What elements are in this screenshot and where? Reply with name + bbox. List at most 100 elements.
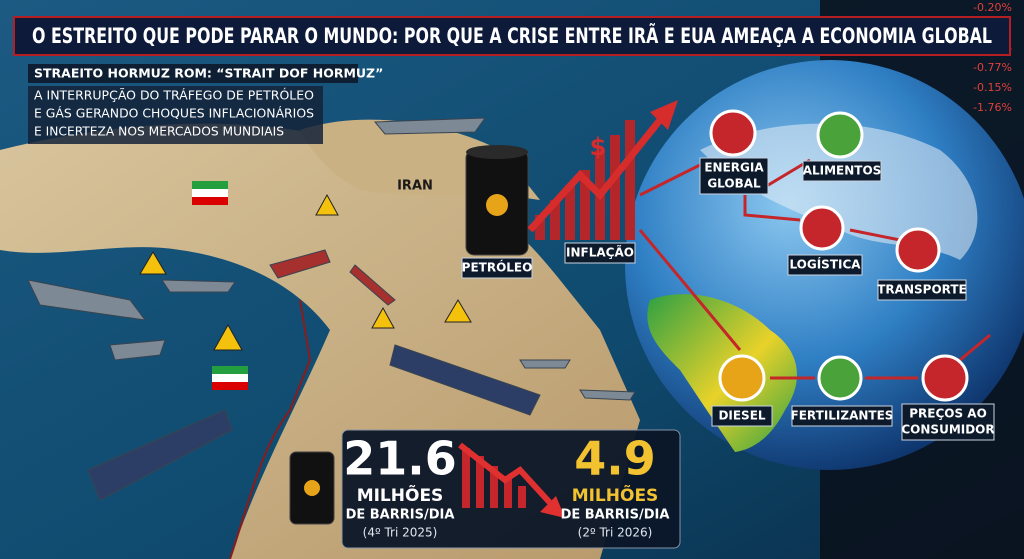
stat-unit: MILHÕES — [572, 483, 659, 506]
subtitle-box — [28, 64, 358, 83]
node-icons — [709, 109, 969, 402]
ship — [579, 389, 636, 401]
oil-drop — [304, 480, 320, 496]
label-box — [699, 157, 769, 195]
warning-icon — [371, 306, 395, 329]
arrow-head — [650, 100, 678, 130]
bar — [625, 120, 635, 240]
warnings — [139, 193, 472, 351]
bar — [462, 448, 470, 508]
warning-icon — [315, 193, 339, 216]
bar — [535, 215, 545, 240]
node-label: ALIMENTOS — [803, 164, 882, 178]
ticker-value: -1.76% — [973, 101, 1012, 114]
stat-subunit: DE BARRIS/DIA — [346, 508, 455, 523]
node-icon — [895, 227, 941, 273]
decline-arrow — [458, 442, 555, 508]
warning-icon — [139, 251, 167, 275]
ticker-value: -0.15% — [973, 81, 1012, 94]
bar — [504, 476, 512, 508]
stat-value: 4.9 — [574, 432, 656, 486]
node-icon — [718, 354, 766, 402]
cargo-ship — [389, 344, 541, 416]
connector — [639, 158, 711, 197]
ship — [373, 117, 486, 135]
ship — [269, 249, 331, 279]
flag-stripe — [212, 366, 248, 374]
trend-arrow — [527, 117, 663, 233]
node-label: GLOBAL — [707, 177, 761, 191]
cargo-ship — [87, 409, 233, 501]
ship — [519, 359, 571, 369]
flag-stripe — [192, 189, 228, 197]
label-box — [791, 405, 893, 427]
connector — [849, 228, 901, 242]
ship — [27, 279, 147, 321]
oil-drop — [486, 194, 508, 216]
label-box — [787, 254, 863, 276]
node-icon — [921, 354, 969, 402]
barrel-small — [289, 451, 335, 525]
stat-value: 21.6 — [343, 432, 457, 486]
label-box — [802, 160, 882, 182]
stat-period: (2º Tri 2026) — [578, 526, 653, 540]
oil-barrel — [465, 145, 529, 256]
decline-bars — [462, 448, 526, 508]
node-label: CONSUMIDOR — [901, 423, 994, 437]
label-box — [564, 242, 636, 264]
stat-subunit: DE BARRIS/DIA — [561, 508, 670, 523]
bar — [490, 466, 498, 508]
node-icon — [816, 111, 864, 159]
bar — [565, 185, 575, 240]
bar — [550, 200, 560, 240]
node-label: TRANSPORTE — [877, 283, 966, 297]
label-box — [877, 279, 967, 301]
stat-period: (4º Tri 2025) — [363, 526, 438, 540]
ship — [109, 339, 166, 361]
ship — [349, 264, 396, 306]
flag — [212, 366, 248, 390]
flag-stripe — [192, 181, 228, 189]
ships — [27, 117, 636, 501]
subtitle: STRAEITO HORMUZ ROM: “STRAIT DOF HORMUZ” — [34, 66, 383, 81]
ticker-value: -0.77% — [973, 61, 1012, 74]
bar — [610, 135, 620, 240]
node-icon — [817, 355, 863, 401]
title: O ESTREITO QUE PODE PARAR O MUNDO: POR Q… — [32, 23, 992, 48]
bar — [476, 456, 484, 508]
node-label: ENERGIA — [704, 161, 764, 175]
node-label: PREÇOS AO — [909, 407, 987, 421]
flag — [192, 181, 228, 205]
map-label: IRAN — [397, 179, 433, 194]
node-label: INFLAÇÃO — [566, 245, 634, 260]
description-box — [28, 86, 323, 144]
stat-unit: MILHÕES — [357, 483, 444, 506]
dollar-icon: $ — [590, 133, 607, 161]
connector — [638, 229, 742, 351]
flag-stripe — [212, 382, 248, 390]
flag-stripe — [192, 197, 228, 205]
connector — [743, 195, 801, 222]
node-icon — [709, 109, 757, 157]
node-label: PETRÓLEO — [462, 260, 533, 275]
title-bar — [13, 16, 1011, 56]
connector — [959, 333, 991, 362]
label-box — [901, 403, 995, 441]
description-line: E INCERTEZA NOS MERCADOS MUNDIAIS — [34, 124, 284, 139]
description-line: A INTERRUPÇÃO DO TRÁFEGO DE PETRÓLEO — [34, 88, 314, 103]
connectors — [638, 158, 991, 380]
description-line: E GÁS GERANDO CHOQUES INFLACIONÁRIOS — [34, 106, 314, 121]
border-line — [229, 299, 312, 559]
warning-icon — [213, 323, 243, 351]
arrow-head — [540, 496, 565, 518]
flag-stripe — [212, 374, 248, 382]
ticker-value: -0.20% — [973, 1, 1012, 14]
warning-icon — [444, 299, 472, 323]
continent — [700, 123, 978, 261]
node-label: DIESEL — [718, 409, 765, 423]
node-icon — [799, 205, 845, 251]
label-box — [711, 405, 773, 427]
ship — [161, 279, 236, 293]
